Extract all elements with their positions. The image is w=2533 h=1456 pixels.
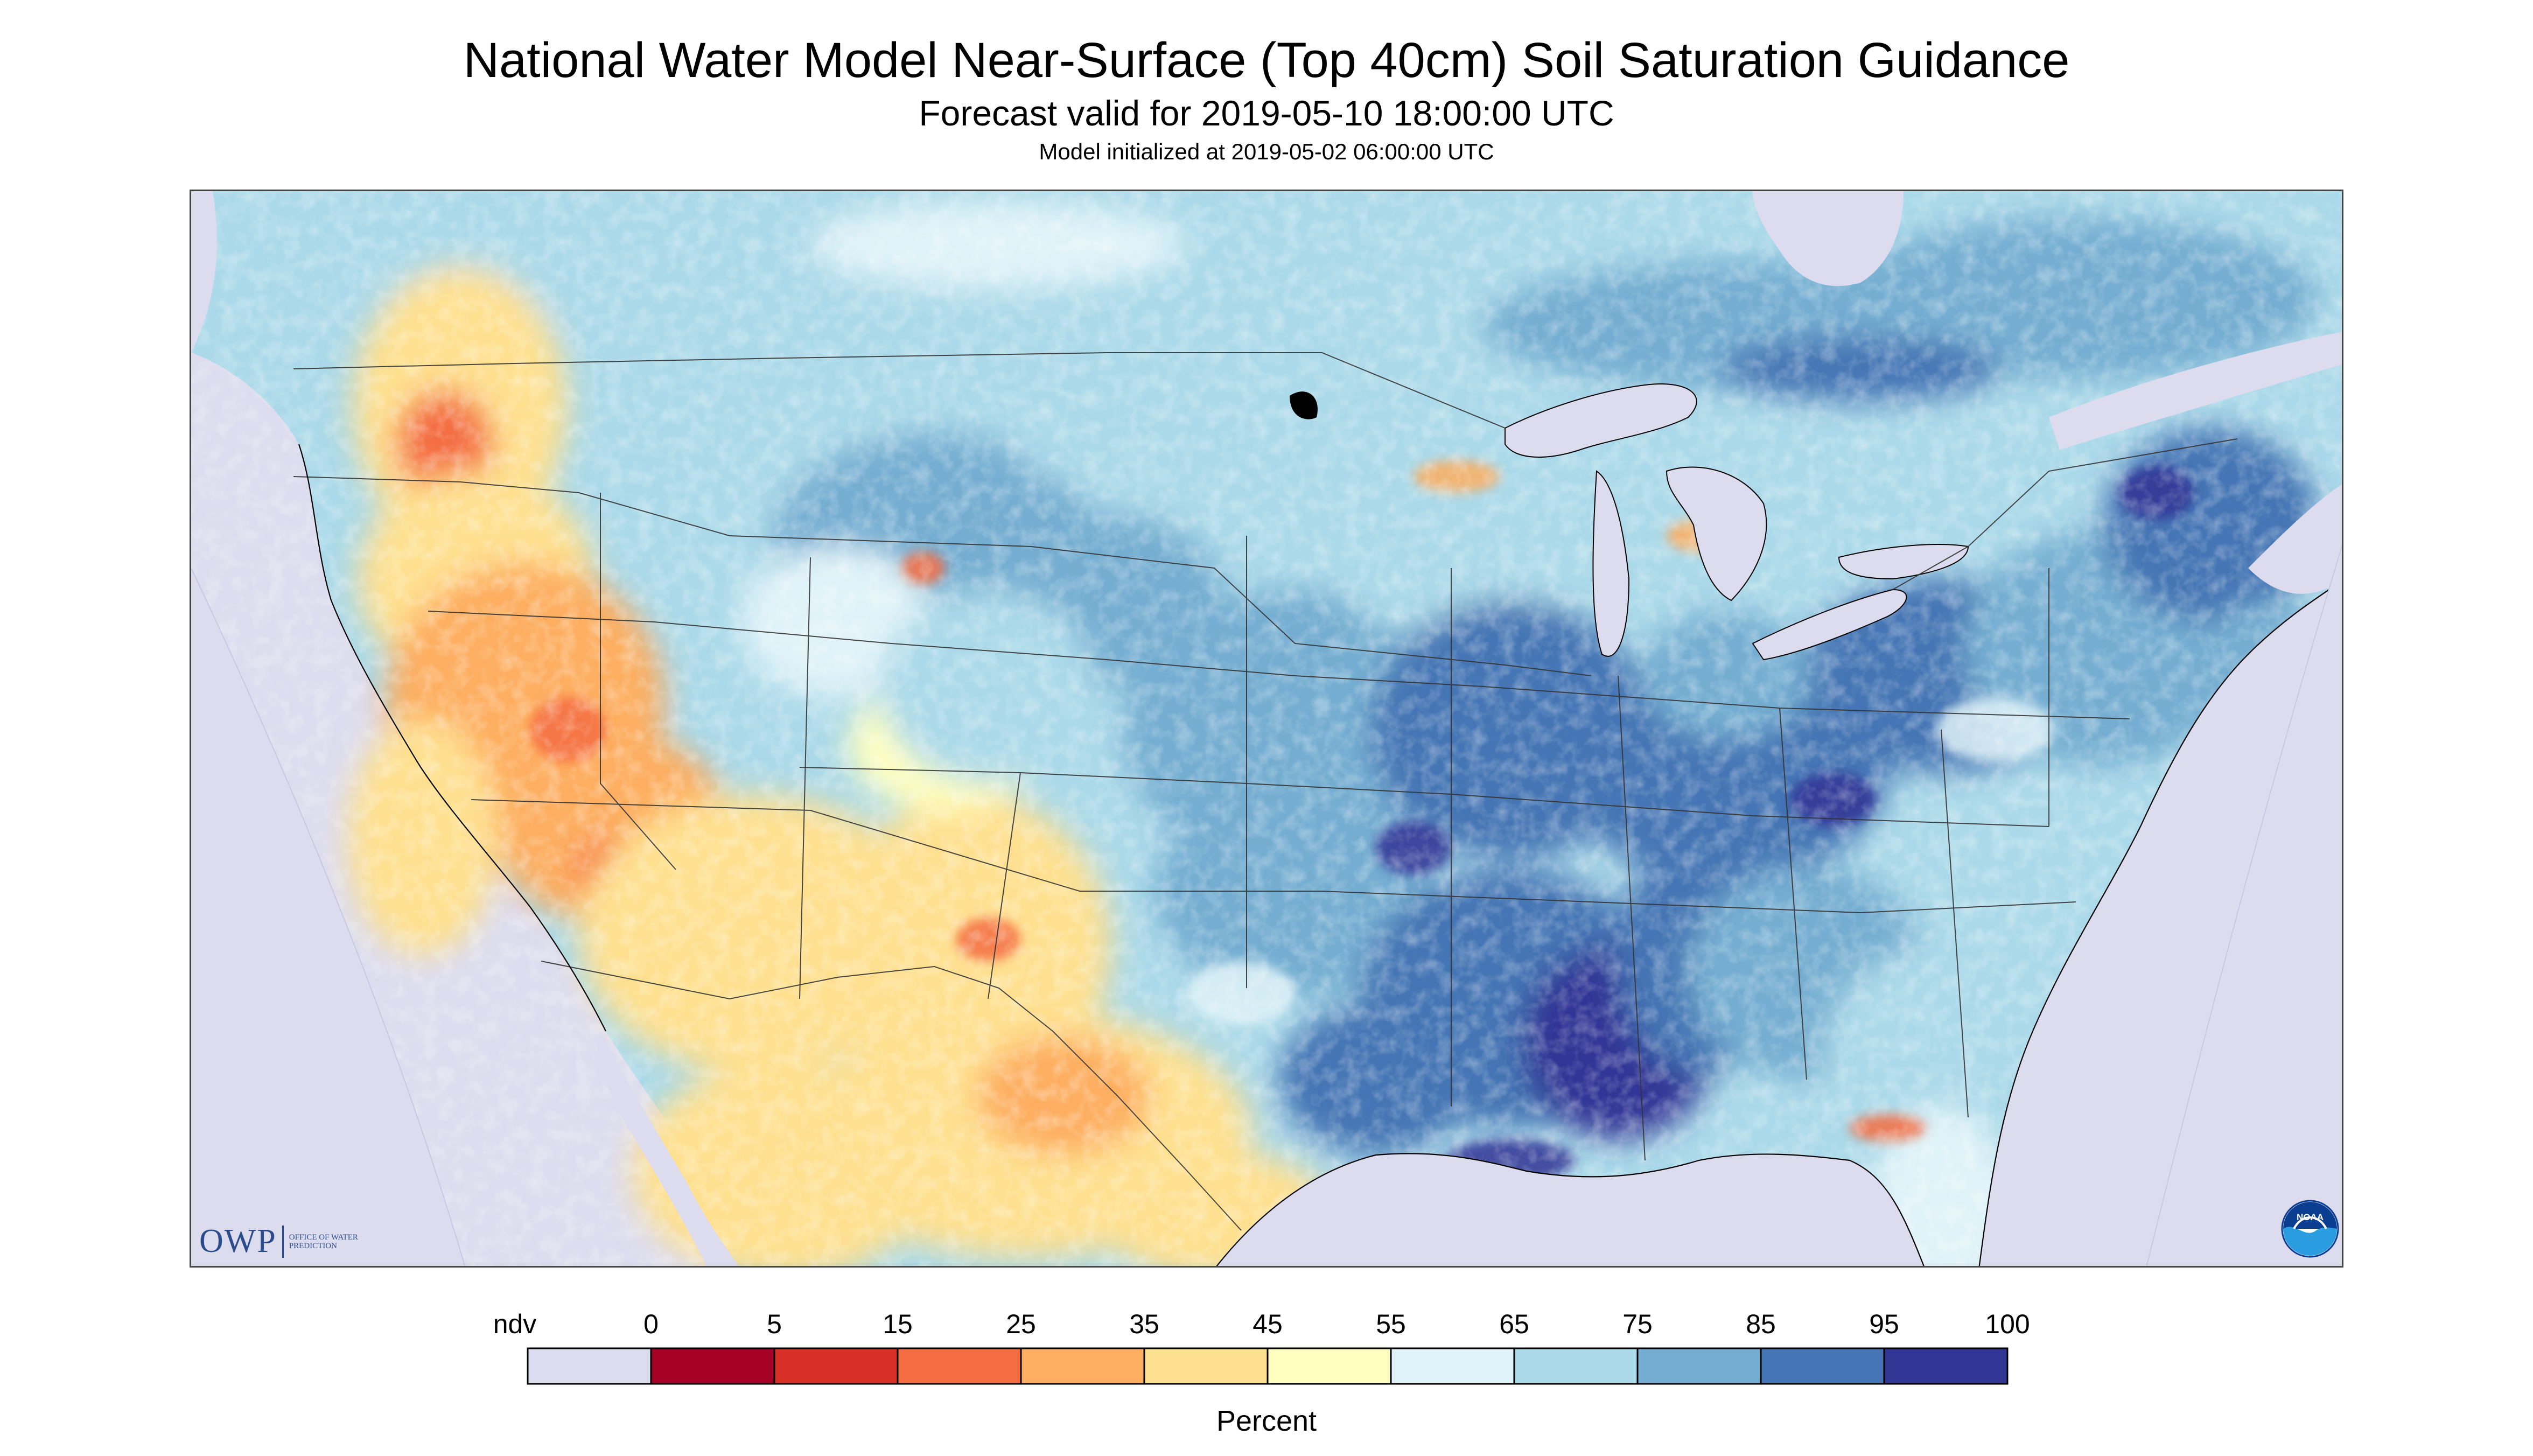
- lake-of-the-woods: [1290, 391, 1318, 419]
- projection-edge: [191, 544, 2342, 1266]
- projected-domain: [191, 191, 2342, 1266]
- legend-caption: Percent: [1216, 1405, 1317, 1437]
- us-canada-border-east: [1892, 438, 2238, 590]
- legend-box-0-5: [650, 1347, 775, 1385]
- pacific-coastline: [298, 444, 606, 1032]
- map-title: National Water Model Near-Surface (Top 4…: [463, 33, 2070, 88]
- legend-tick-label: 0: [643, 1309, 659, 1339]
- atlantic-coastline: [1978, 578, 2342, 1266]
- gulf-of-maine: [2248, 482, 2342, 594]
- st-lawrence-river: [2049, 331, 2342, 450]
- owp-logo: OWP OFFICE OF WATER PREDICTION: [199, 1222, 359, 1261]
- legend-colorbar: ndv 0 5 15 25 35 45 55 65 75 85 95 100: [493, 1309, 2030, 1385]
- pacific-north: [191, 191, 217, 353]
- noaa-logo-letters: NOAA: [2297, 1212, 2324, 1222]
- forecast-valid-subtitle: Forecast valid for 2019-05-10 18:00:00 U…: [919, 93, 1614, 133]
- legend-tick-label: 85: [1746, 1309, 1776, 1339]
- legend-tick-label: 25: [1006, 1309, 1036, 1339]
- model-initialized-note: Model initialized at 2019-05-02 06:00:00…: [1039, 139, 1494, 164]
- state-line-1: [293, 476, 1592, 676]
- legend-tick-label: 15: [883, 1309, 913, 1339]
- gulf-of-mexico: [1214, 1153, 1925, 1266]
- lake-ontario: [1838, 544, 1969, 580]
- us-mexico-border: [541, 961, 1242, 1231]
- gulf-of-california: [597, 1031, 740, 1266]
- noaa-logo: NOAA: [2281, 1200, 2339, 1258]
- legend-tick-label: ndv: [493, 1309, 537, 1339]
- owp-logo-name: OFFICE OF WATER PREDICTION: [289, 1233, 358, 1250]
- legend-tick-label: 35: [1129, 1309, 1159, 1339]
- legend-tick-label: 65: [1499, 1309, 1529, 1339]
- model-grain: [191, 191, 2342, 1266]
- lake-huron: [1666, 466, 1767, 601]
- legend-tick-label: 100: [1985, 1309, 2030, 1339]
- legend-box-25-35: [1020, 1347, 1145, 1385]
- lake-superior: [1505, 383, 1697, 458]
- soil-saturation-map: [191, 191, 2342, 1266]
- legend-box-85-95: [1760, 1347, 1885, 1385]
- state-line-v7: [1779, 708, 1807, 1080]
- state-line-v2: [799, 557, 811, 999]
- legend-box-5-15: [773, 1347, 899, 1385]
- state-line-2: [428, 611, 2130, 719]
- legend-box-ndv: [527, 1347, 652, 1385]
- coastlines: [298, 444, 2342, 1266]
- map-frame: [190, 190, 2343, 1268]
- state-line-4: [471, 799, 2076, 914]
- owp-logo-letters: OWP: [199, 1223, 277, 1259]
- legend-box-15-25: [897, 1347, 1022, 1385]
- state-line-v3: [600, 493, 676, 870]
- legend-box-65-75: [1513, 1347, 1639, 1385]
- state-line-v6: [1618, 675, 1646, 1161]
- legend-box-45-55: [1266, 1347, 1392, 1385]
- legend-tick-label: 95: [1869, 1309, 1899, 1339]
- us-canada-border: [293, 352, 1506, 429]
- lake-erie: [1752, 589, 1907, 661]
- legend-boxes: [527, 1347, 2009, 1385]
- legend-box-35-45: [1143, 1347, 1269, 1385]
- state-line-v8: [1941, 729, 1969, 1118]
- legend-tick-labels: ndv 0 5 15 25 35 45 55 65 75 85 95 100: [493, 1309, 2030, 1339]
- legend-tick-label: 75: [1622, 1309, 1653, 1339]
- legend: ndv 0 5 15 25 35 45 55 65 75 85 95 100: [0, 1292, 2533, 1454]
- state-line-v1: [988, 772, 1021, 999]
- gulf-coastline: [1214, 1153, 1926, 1266]
- legend-tick-label: 55: [1376, 1309, 1406, 1339]
- legend-box-75-85: [1636, 1347, 1762, 1385]
- owp-logo-divider: [282, 1225, 284, 1258]
- political-borders: [293, 352, 2238, 1231]
- legend-box-95-100: [1883, 1347, 2009, 1385]
- state-line-3: [799, 767, 2049, 827]
- lake-michigan: [1592, 470, 1630, 657]
- hudson-bay: [1753, 191, 1904, 286]
- legend-tick-label: 5: [767, 1309, 782, 1339]
- legend-box-55-65: [1390, 1347, 1515, 1385]
- legend-tick-label: 45: [1252, 1309, 1283, 1339]
